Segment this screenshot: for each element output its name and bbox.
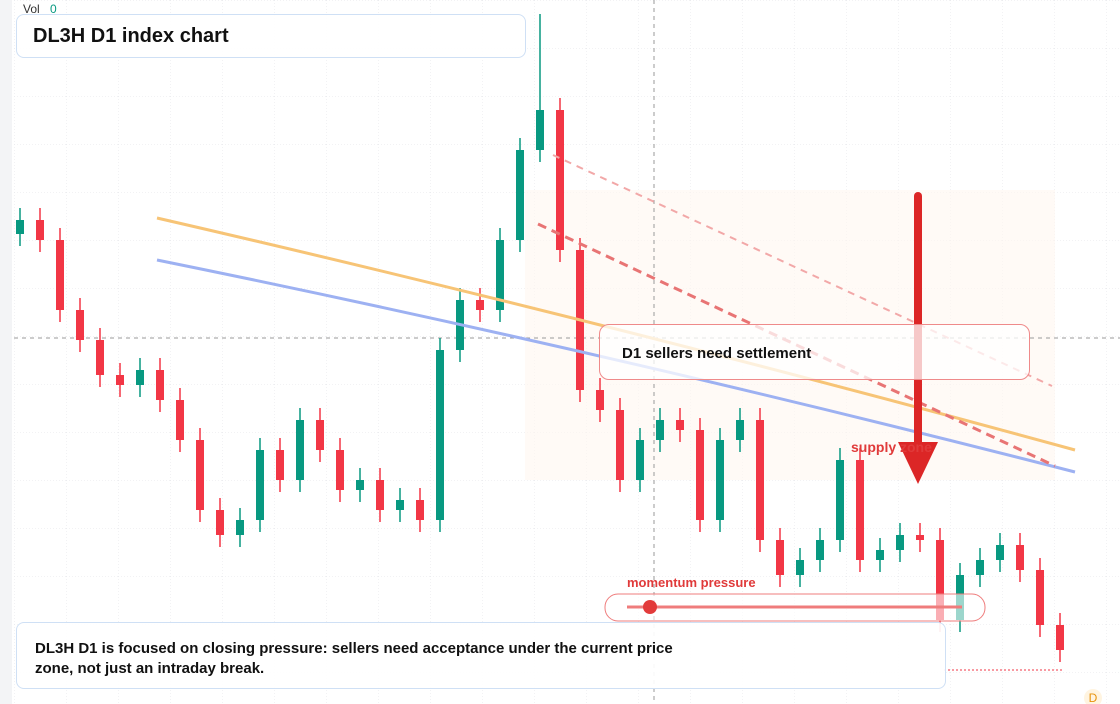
body (256, 450, 264, 520)
body (96, 340, 104, 375)
body (936, 540, 944, 620)
body (36, 220, 44, 240)
footer-box: DL3H D1 is focused on closing pressure: … (16, 622, 946, 689)
body (916, 535, 924, 540)
body (696, 430, 704, 520)
body (556, 110, 564, 250)
body (196, 440, 204, 510)
body (676, 420, 684, 430)
body (236, 520, 244, 535)
body (656, 420, 664, 440)
body (616, 410, 624, 480)
body (796, 560, 804, 575)
body (996, 545, 1004, 560)
body (1036, 570, 1044, 625)
vol-label: Vol (23, 2, 40, 16)
body (876, 550, 884, 560)
body (756, 420, 764, 540)
body (816, 540, 824, 560)
candles (16, 14, 1064, 662)
body (156, 370, 164, 400)
supply-label: supply zone (851, 439, 932, 455)
vol-value: 0 (50, 2, 57, 16)
body (1056, 625, 1064, 650)
body (336, 450, 344, 490)
body (496, 240, 504, 310)
body (516, 150, 524, 240)
body (136, 370, 144, 385)
body (896, 535, 904, 550)
body (536, 110, 544, 150)
body (176, 400, 184, 440)
body (376, 480, 384, 510)
body (736, 420, 744, 440)
body (316, 420, 324, 450)
body (56, 240, 64, 310)
title-box: DL3H D1 index chart (16, 14, 526, 58)
badge-text: D (1089, 691, 1098, 704)
body (476, 300, 484, 310)
body (856, 460, 864, 560)
arrow-head (898, 442, 938, 484)
body (76, 310, 84, 340)
body (356, 480, 364, 490)
left-rail (0, 0, 12, 704)
body (216, 510, 224, 535)
body (596, 390, 604, 410)
body (296, 420, 304, 480)
body (276, 450, 284, 480)
title: DL3H D1 index chart (33, 25, 229, 47)
momentum-label: momentum pressure (627, 575, 756, 590)
body (416, 500, 424, 520)
settlement-text: D1 sellers need settlement (622, 345, 812, 362)
body (636, 440, 644, 480)
body (776, 540, 784, 575)
body (396, 500, 404, 510)
settlement-box: D1 sellers need settlement (599, 324, 1030, 380)
body (116, 375, 124, 385)
body (16, 220, 24, 234)
body (436, 350, 444, 520)
momentum-knob (643, 600, 657, 614)
badge (1084, 689, 1102, 704)
body (716, 440, 724, 520)
body (976, 560, 984, 575)
body (836, 460, 844, 540)
body (1016, 545, 1024, 570)
footer-text: DL3H D1 is focused on closing pressure: … (35, 640, 673, 677)
